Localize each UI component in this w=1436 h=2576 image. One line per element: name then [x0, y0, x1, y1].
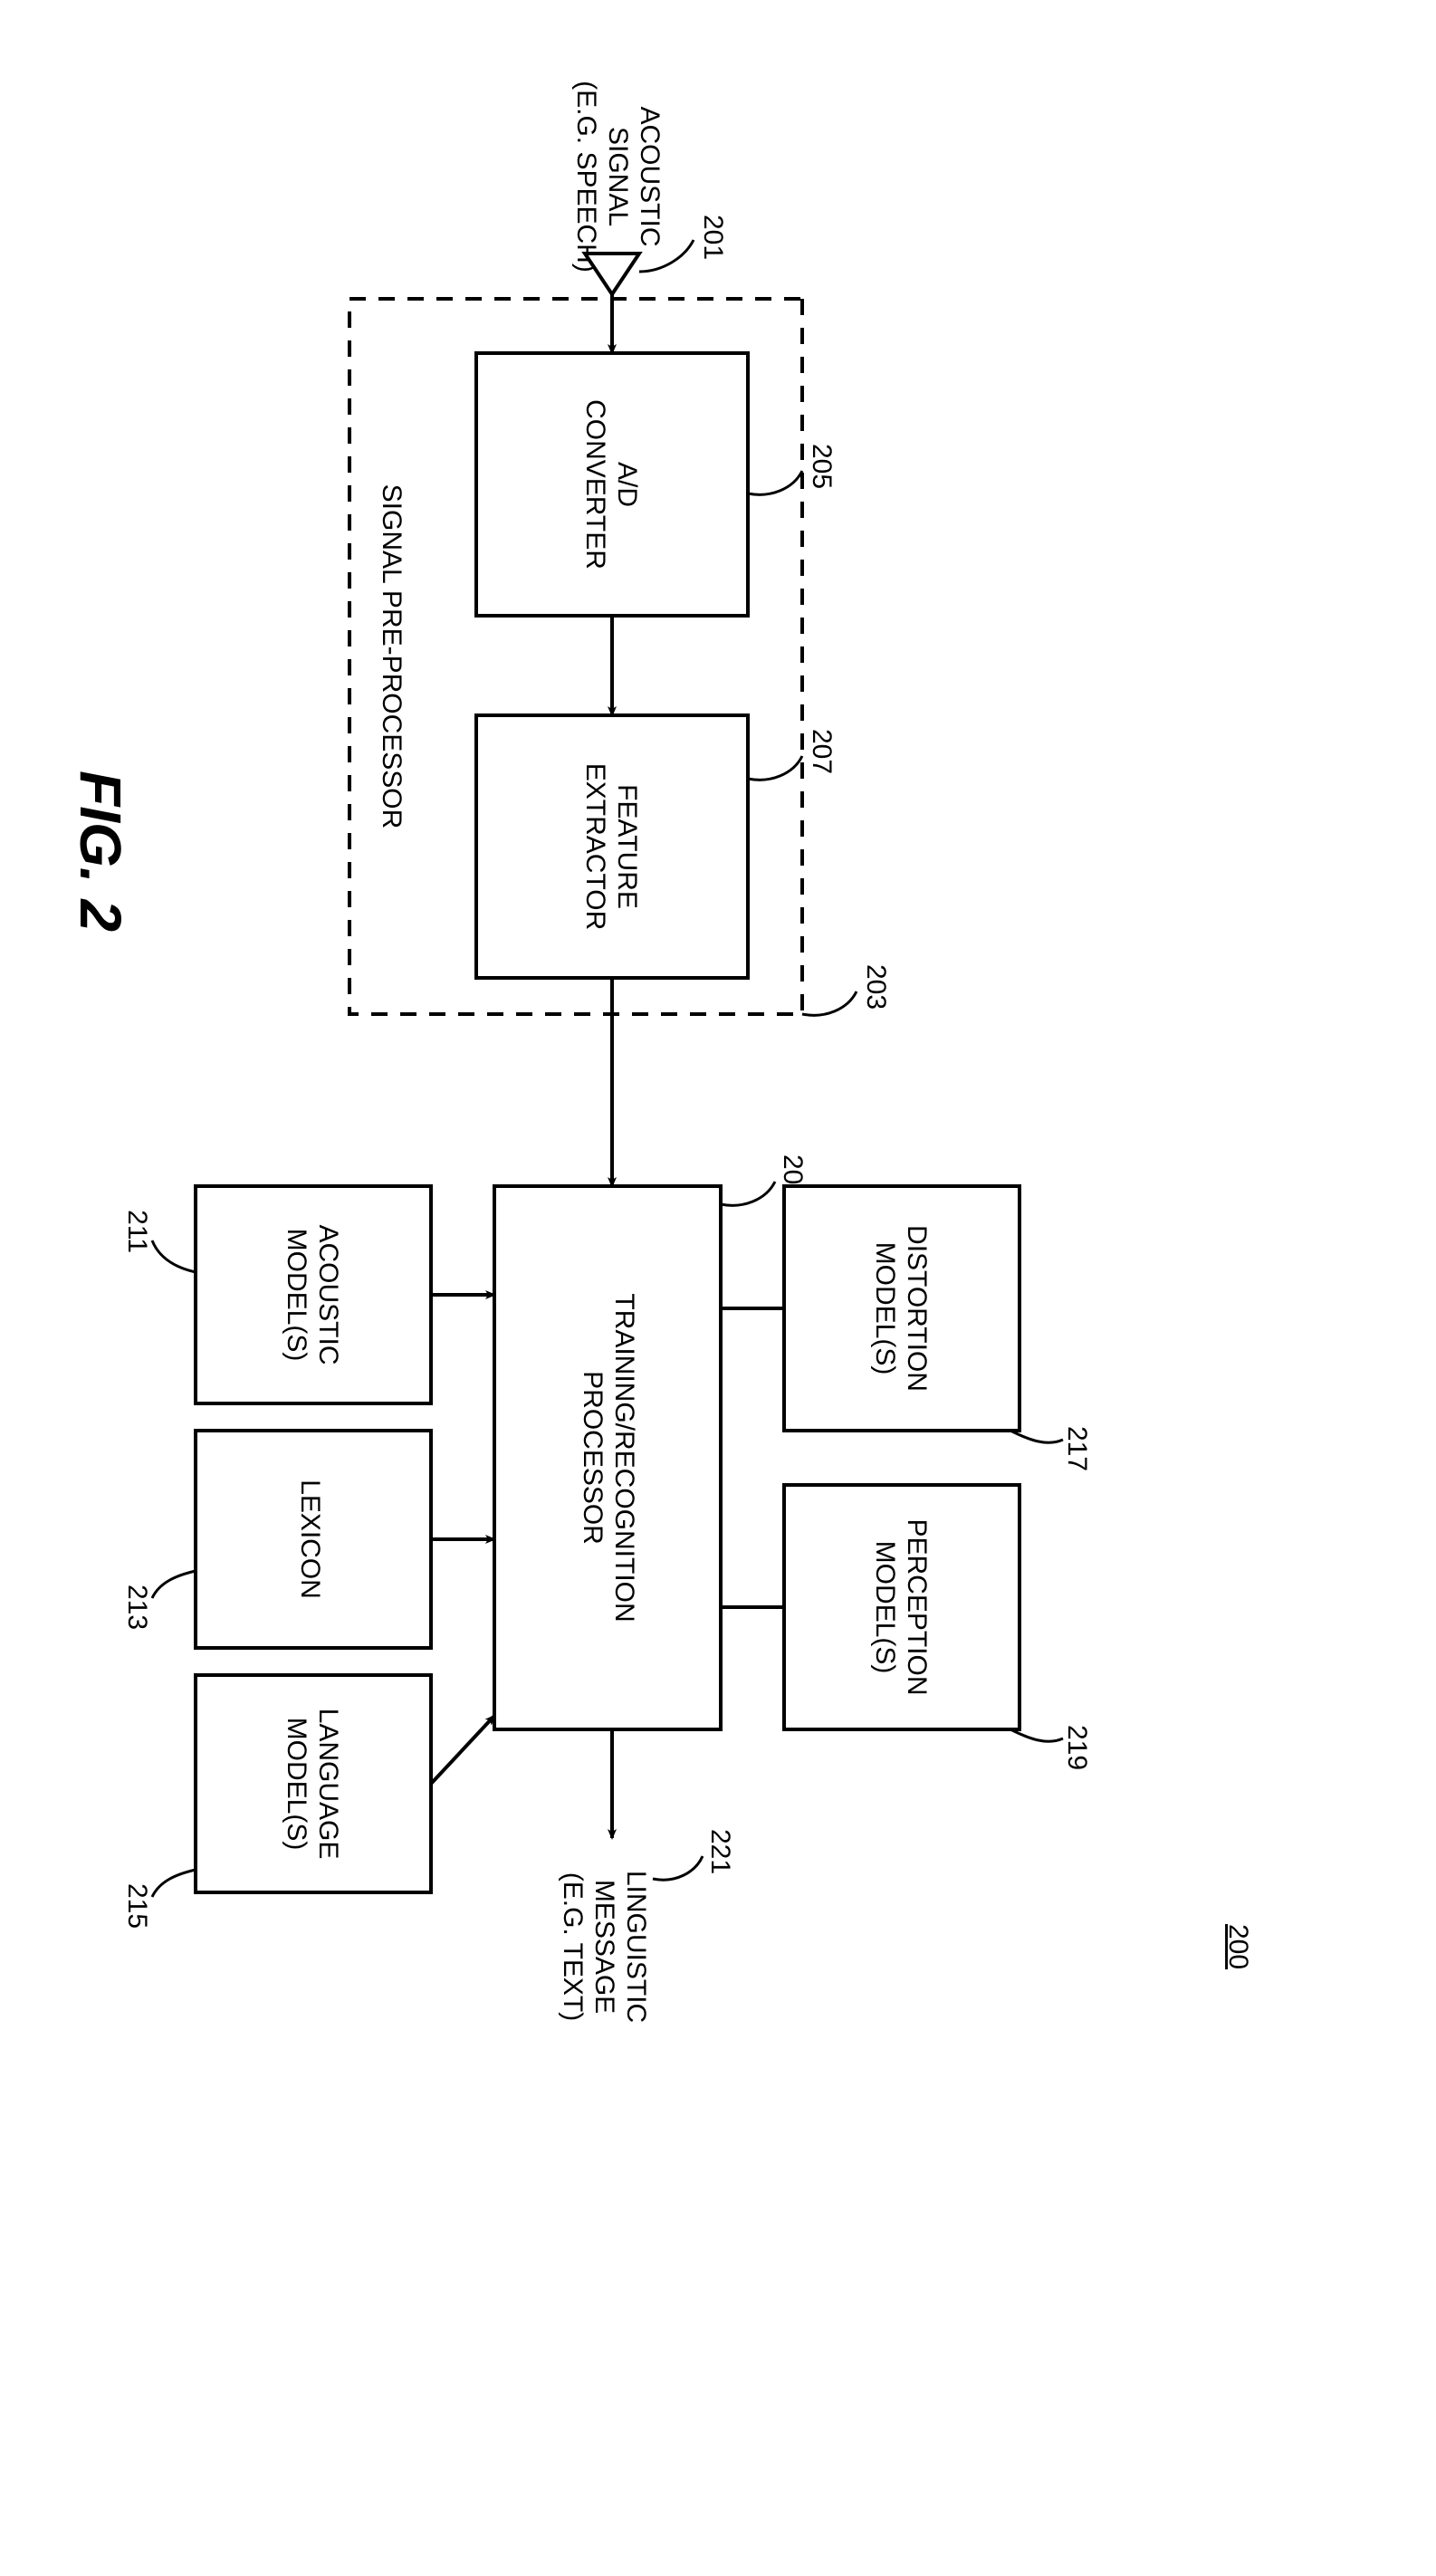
feat-l2: EXTRACTOR [580, 763, 610, 930]
ref-overall: 200 [1223, 1924, 1253, 1969]
out-l1: LINGUISTIC [621, 1871, 651, 2023]
perception-l2: MODEL(S) [870, 1541, 900, 1674]
out-l2: MESSAGE [589, 1880, 619, 2014]
adc-l1: A/D [612, 462, 642, 507]
adc-l2: CONVERTER [580, 399, 610, 570]
feat-box [476, 715, 748, 978]
leader-213 [152, 1571, 196, 1598]
ref-211: 211 [122, 1210, 152, 1253]
perception-l1: PERCEPTION [902, 1518, 932, 1695]
input-label-2: SIGNAL [603, 127, 633, 226]
proc-l1: TRAINING/RECOGNITION [609, 1293, 639, 1622]
leader-205 [748, 471, 802, 494]
line-language-proc [431, 1716, 494, 1784]
acoustic-l1: ACOUSTIC [313, 1224, 343, 1365]
ref-203: 203 [861, 964, 891, 1010]
ref-201: 201 [698, 215, 728, 260]
input-label-3: (E.G. SPEECH) [571, 81, 601, 273]
ref-205: 205 [807, 444, 837, 489]
language-l1: LANGUAGE [313, 1709, 343, 1860]
ref-217: 217 [1062, 1426, 1092, 1471]
leader-211 [152, 1240, 196, 1272]
distortion-l2: MODEL(S) [870, 1242, 900, 1375]
leader-221 [653, 1856, 703, 1880]
leader-215 [152, 1870, 196, 1897]
proc-l2: PROCESSOR [578, 1371, 608, 1545]
language-box [196, 1675, 431, 1892]
distortion-box [784, 1186, 1020, 1431]
adc-box [476, 353, 748, 616]
ref-215: 215 [122, 1883, 152, 1929]
ref-219: 219 [1062, 1725, 1092, 1770]
language-l2: MODEL(S) [282, 1718, 311, 1851]
ref-207: 207 [807, 729, 837, 774]
ref-213: 213 [122, 1585, 152, 1630]
preproc-label: SIGNAL PRE-PROCESSOR [377, 484, 407, 829]
distortion-l1: DISTORTION [902, 1225, 932, 1392]
lexicon-l: LEXICON [295, 1480, 325, 1599]
mic-icon [585, 254, 639, 294]
acoustic-l2: MODEL(S) [282, 1229, 311, 1362]
leader-207 [748, 756, 802, 780]
input-label-1: ACOUSTIC [635, 106, 665, 246]
fig-caption: FIG. 2 [68, 771, 133, 932]
acoustic-box [196, 1186, 431, 1403]
feat-l1: FEATURE [612, 784, 642, 909]
leader-203 [802, 991, 857, 1015]
ref-221: 221 [705, 1829, 735, 1874]
out-l3: (E.G. TEXT) [558, 1872, 588, 2021]
leader-209 [721, 1182, 775, 1205]
perception-box [784, 1485, 1020, 1729]
